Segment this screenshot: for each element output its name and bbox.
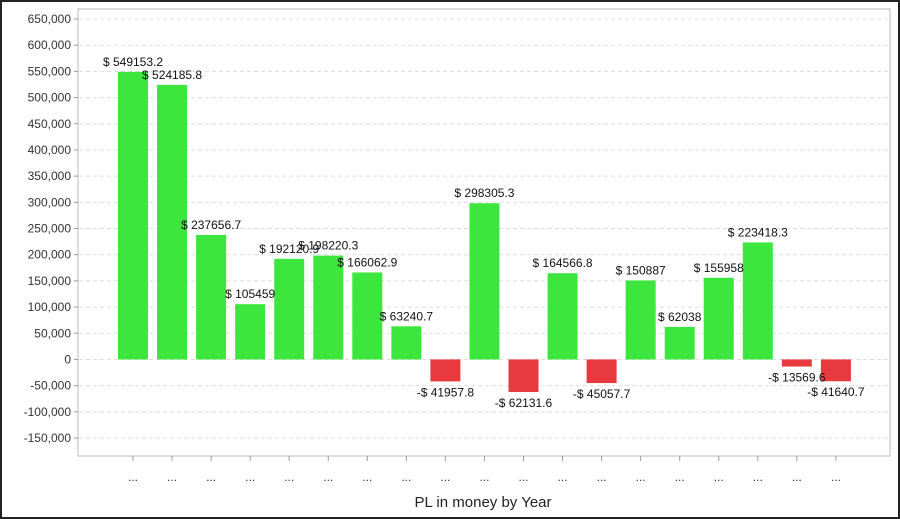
data-label: $ 237656.7 <box>181 218 241 232</box>
bar <box>586 359 617 384</box>
data-label: $ 105459 <box>225 287 275 301</box>
bar <box>430 359 461 382</box>
data-label: -$ 41640.7 <box>807 385 865 399</box>
x-tick-label: ... <box>323 470 333 484</box>
data-label: $ 150887 <box>616 263 666 277</box>
x-tick-label: ... <box>792 470 802 484</box>
bar <box>703 277 734 360</box>
y-axis-ticks: -150,000 -100,000 -50,000 0 50,000 100,000 150… <box>24 12 78 445</box>
y-tick-label: 600,000 <box>28 38 72 52</box>
data-label: -$ 13569.6 <box>768 371 826 385</box>
data-label: $ 63240.7 <box>380 309 434 323</box>
y-tick-label: 150,000 <box>28 274 72 288</box>
data-label: $ 164566.8 <box>533 256 593 270</box>
bar <box>820 359 851 382</box>
data-label: $ 223418.3 <box>728 225 788 239</box>
x-axis-title: PL in money by Year <box>414 494 551 511</box>
x-tick-label: ... <box>245 470 255 484</box>
bar <box>235 304 266 360</box>
data-label: $ 198220.3 <box>298 239 358 253</box>
data-label: $ 166062.9 <box>337 255 397 269</box>
data-label: $ 155958 <box>694 261 744 275</box>
y-tick-label: 300,000 <box>28 195 72 209</box>
x-tick-label: ... <box>401 470 411 484</box>
y-tick-label: 350,000 <box>28 169 72 183</box>
data-label: $ 298305.3 <box>454 186 514 200</box>
bars <box>118 71 851 392</box>
bar <box>664 326 695 360</box>
bar <box>313 255 344 360</box>
y-tick-label: 550,000 <box>28 64 72 78</box>
data-label: $ 192120.9 <box>259 242 319 256</box>
y-tick-label: 0 <box>64 352 71 366</box>
bar <box>352 272 383 360</box>
y-tick-label: 450,000 <box>28 117 72 131</box>
x-tick-label: ... <box>440 470 450 484</box>
x-tick-label: ... <box>636 470 646 484</box>
x-tick-label: ... <box>753 470 763 484</box>
x-tick-label: ... <box>479 470 489 484</box>
y-tick-label: -50,000 <box>30 379 71 393</box>
x-tick-label: ... <box>167 470 177 484</box>
bar <box>547 273 578 360</box>
y-tick-label: 650,000 <box>28 12 72 26</box>
data-label: $ 549153.2 <box>103 55 163 69</box>
x-tick-label: ... <box>714 470 724 484</box>
y-tick-label: 400,000 <box>28 143 72 157</box>
data-labels: $ 549153.2$ 524185.8 $ 237656.7 $ 105459 $ … <box>103 55 865 410</box>
y-tick-label: 250,000 <box>28 222 72 236</box>
x-tick-label: ... <box>558 470 568 484</box>
data-label: -$ 45057.7 <box>573 387 631 401</box>
data-label: $ 524185.8 <box>142 68 202 82</box>
y-tick-label: -150,000 <box>24 431 72 445</box>
y-tick-label: 200,000 <box>28 248 72 262</box>
y-tick-label: -100,000 <box>24 405 72 419</box>
bar <box>391 326 422 360</box>
x-tick-label: ... <box>362 470 372 484</box>
x-tick-label: ... <box>597 470 607 484</box>
bar <box>625 280 656 360</box>
bar <box>118 71 148 360</box>
x-tick-label: ... <box>284 470 294 484</box>
x-tick-label: ... <box>206 470 216 484</box>
bar <box>469 203 500 360</box>
y-tick-label: 500,000 <box>28 91 72 105</box>
x-tick-label: ... <box>675 470 685 484</box>
bar <box>508 359 539 392</box>
y-tick-label: 50,000 <box>34 326 71 340</box>
bar <box>781 359 812 367</box>
x-tick-label: ... <box>518 470 528 484</box>
data-label: $ 62038 <box>658 310 702 324</box>
bar <box>157 84 188 360</box>
x-tick-label: ... <box>128 470 138 484</box>
x-tick-label: ... <box>831 470 841 484</box>
data-label: -$ 41957.8 <box>417 385 475 399</box>
bar <box>274 258 305 360</box>
data-label: -$ 62131.6 <box>495 396 553 410</box>
bar <box>742 242 773 360</box>
bar <box>196 234 227 360</box>
y-tick-label: 100,000 <box>28 300 72 314</box>
x-axis-ticks: ........................................… <box>128 456 841 484</box>
